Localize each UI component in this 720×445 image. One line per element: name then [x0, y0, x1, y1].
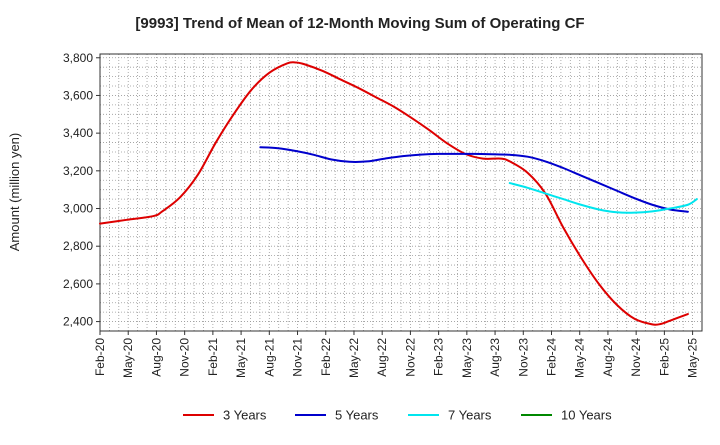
x-tick-label: Feb-23	[432, 338, 446, 376]
legend-label-10-years: 10 Years	[561, 408, 612, 423]
x-tick-label: Nov-21	[291, 338, 305, 377]
x-tick-label: Nov-22	[403, 338, 417, 377]
legend-label-5-years: 5 Years	[335, 408, 379, 423]
legend-label-3-years: 3 Years	[223, 408, 267, 423]
x-tick-label: Aug-21	[262, 338, 276, 377]
x-tick-label: Feb-22	[319, 338, 333, 376]
x-tick-label: Feb-24	[545, 338, 559, 376]
series-line-5-years	[259, 146, 689, 213]
legend: 3 Years 5 Years 7 Years 10 Years	[183, 408, 612, 423]
legend-label-7-years: 7 Years	[448, 408, 492, 423]
x-axis-ticks: Feb-20 May-20 Aug-20 Nov-20 Feb-21 May-21 Aug-…	[93, 331, 700, 378]
series-line-3-years	[99, 61, 689, 326]
x-tick-label: May-24	[573, 338, 587, 378]
x-tick-label: Aug-22	[375, 338, 389, 377]
x-tick-label: Nov-24	[629, 338, 643, 377]
chart-title: [9993] Trend of Mean of 12-Month Moving …	[135, 15, 584, 32]
y-tick-label: 2,800	[63, 239, 93, 253]
grid-lines	[99, 53, 703, 332]
x-tick-label: May-21	[234, 338, 248, 378]
y-tick-label: 3,600	[63, 88, 93, 102]
x-tick-label: May-25	[686, 338, 700, 378]
x-tick-label: Feb-20	[93, 338, 107, 376]
x-tick-label: Nov-20	[178, 338, 192, 377]
x-tick-label: Feb-25	[657, 338, 671, 376]
x-tick-label: Aug-23	[488, 338, 502, 377]
y-tick-label: 3,200	[63, 164, 93, 178]
x-tick-label: Aug-20	[149, 338, 163, 377]
plot-border	[99, 53, 703, 332]
x-tick-label: May-20	[121, 338, 135, 378]
y-tick-label: 3,400	[63, 126, 93, 140]
x-tick-label: May-22	[347, 338, 361, 378]
y-tick-label: 3,000	[63, 202, 93, 216]
y-tick-label: 3,800	[63, 51, 93, 65]
series-lines	[99, 61, 698, 326]
x-tick-label: Aug-24	[601, 338, 615, 377]
y-tick-label: 2,600	[63, 277, 93, 291]
x-tick-label: Feb-21	[206, 338, 220, 376]
y-tick-label: 2,400	[63, 315, 93, 329]
series-line-7-years	[508, 182, 698, 214]
y-axis-label: Amount (million yen)	[7, 133, 22, 252]
x-tick-label: May-23	[460, 338, 474, 378]
x-tick-label: Nov-23	[516, 338, 530, 377]
y-axis-ticks: 2,400 2,600 2,800 3,000 3,200 3,400 3,600 3,800	[63, 51, 100, 329]
